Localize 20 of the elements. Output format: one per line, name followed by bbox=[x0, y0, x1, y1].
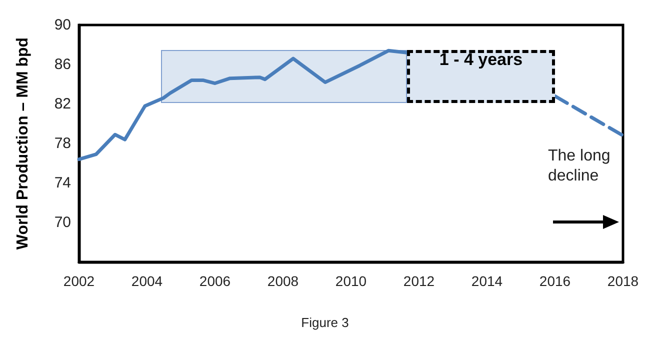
x-tick-label: 2018 bbox=[607, 273, 639, 289]
y-tick-label: 70 bbox=[54, 214, 71, 231]
y-tick-label: 90 bbox=[54, 16, 71, 34]
annotation: 1 - 4 years bbox=[438, 50, 524, 70]
caption: Figure 3 bbox=[301, 315, 349, 330]
x-tick-label: 2002 bbox=[63, 273, 95, 289]
x-tick-label: 2014 bbox=[471, 273, 503, 289]
x-tick-label: 2016 bbox=[539, 273, 571, 289]
y-tick-label: 86 bbox=[54, 56, 71, 73]
y-axis-title: World Production – MM bpd bbox=[14, 37, 32, 250]
y-tick-label: 82 bbox=[54, 96, 71, 112]
y-tick-label: 78 bbox=[54, 135, 71, 152]
x-tick-label: 2004 bbox=[131, 273, 163, 289]
x-tick-label: 2008 bbox=[267, 273, 299, 289]
line-series bbox=[77, 48, 409, 162]
x-tick-label: 2006 bbox=[199, 273, 231, 289]
x-tick-label: 2010 bbox=[335, 273, 367, 289]
y-tick-label: 74 bbox=[54, 174, 71, 192]
annotation: The long decline bbox=[548, 148, 610, 184]
x-tick-label: 2012 bbox=[403, 273, 435, 289]
